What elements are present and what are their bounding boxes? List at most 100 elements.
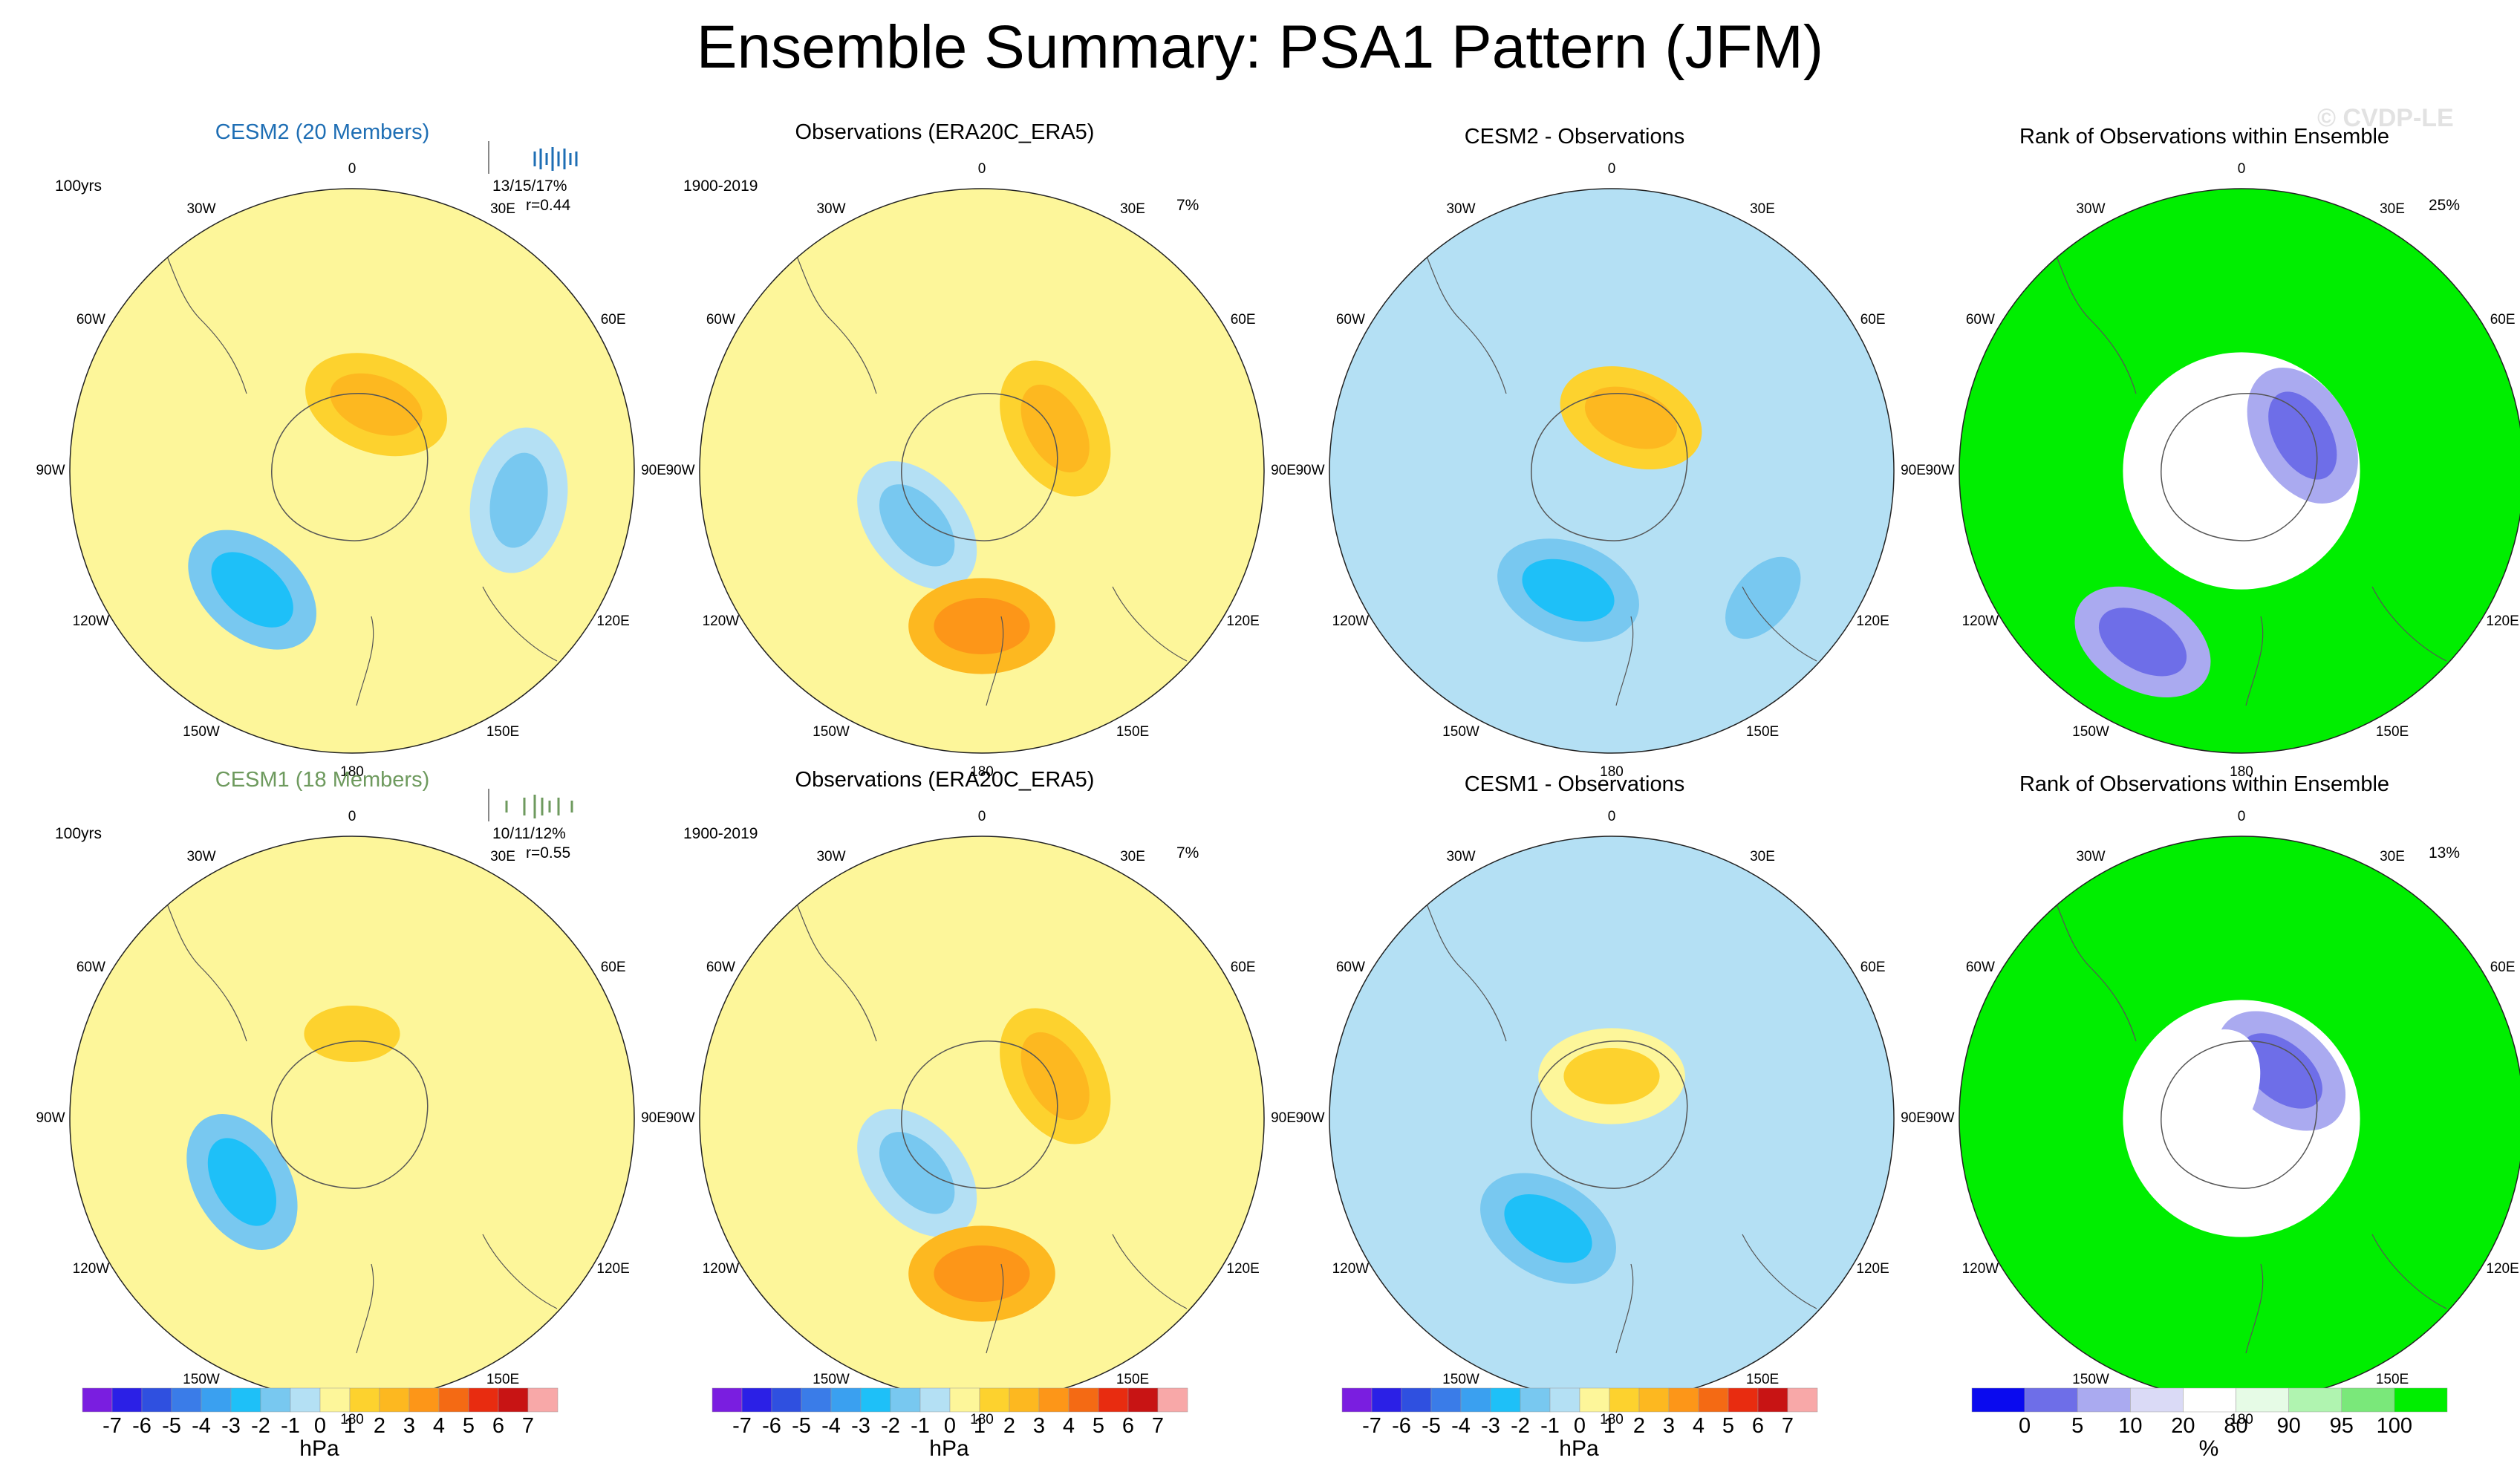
years-label: 100yrs (55, 825, 102, 842)
watermark: © CVDP-LE (2317, 104, 2454, 132)
lon-label: 150W (813, 1371, 850, 1387)
years-label: 1900-2019 (683, 178, 758, 195)
lon-label: 90W (1925, 1110, 1955, 1126)
lon-label: 30E (490, 849, 515, 865)
lon-label: 150E (2375, 723, 2409, 740)
lon-label: 90E (1271, 463, 1296, 478)
colorbar-swatch (1638, 1387, 1670, 1413)
colorbar-swatch (2288, 1387, 2342, 1413)
lon-label: 120W (1332, 1261, 1370, 1277)
colorbar-swatch (2077, 1387, 2131, 1413)
lon-label: 120E (2486, 613, 2519, 629)
pct-rank-label: 13% (2429, 844, 2461, 862)
colorbar-tick: 4 (1062, 1414, 1075, 1438)
panel-title: CESM1 (18 Members) (215, 768, 430, 792)
colorbar-swatch (1157, 1387, 1188, 1413)
lon-label: 120W (72, 613, 110, 629)
lon-label: 90E (1901, 1110, 1926, 1126)
lon-label: 60E (2490, 960, 2516, 975)
colorbar-tick: 3 (1662, 1414, 1676, 1438)
lon-label: 180 (2230, 1412, 2253, 1427)
colorbar-tick: -1 (281, 1414, 300, 1438)
colorbar-swatch (1549, 1387, 1580, 1413)
lon-label: 0 (348, 809, 356, 824)
lon-label: 150W (2072, 723, 2109, 740)
colorbar-swatch (2236, 1387, 2289, 1413)
lon-label: 150W (2072, 1371, 2109, 1387)
antarctica-coast (2161, 393, 2318, 541)
lon-label: 0 (977, 161, 986, 177)
lon-label: 60E (600, 312, 626, 328)
map-border (69, 188, 635, 754)
lon-label: 30E (2380, 201, 2405, 218)
lon-label: 120W (1961, 613, 1999, 629)
lon-label: 120W (702, 1261, 740, 1277)
lon-label: 60W (1965, 312, 1995, 328)
colorbar-tick: 95 (2329, 1414, 2354, 1438)
colorbar-tick: 5 (462, 1414, 475, 1438)
lon-label: 150W (183, 723, 220, 740)
colorbar-tick: 0 (2019, 1414, 2031, 1438)
colorbar-swatch (408, 1387, 440, 1413)
colorbar-swatch (319, 1387, 351, 1413)
panel-title: CESM2 (20 Members) (215, 120, 430, 144)
colorbar-swatch (201, 1387, 232, 1413)
lon-label: 150E (2375, 1371, 2409, 1387)
colorbar-tick: -3 (851, 1414, 870, 1438)
lon-label: 90E (641, 463, 666, 478)
colorbar-swatch (830, 1387, 862, 1413)
feature-core (934, 598, 1030, 654)
colorbar-swatch (1009, 1387, 1040, 1413)
colorbar-swatch (349, 1387, 380, 1413)
lon-label: 90E (1901, 463, 1926, 478)
colorbar-tick: 5 (2071, 1414, 2084, 1438)
colorbar-tick: 0 (313, 1414, 327, 1438)
polar-map (52, 818, 652, 1419)
colorbar-swatch (260, 1387, 291, 1413)
lon-label: 60W (76, 960, 105, 975)
colorbar-units: hPa (929, 1436, 969, 1461)
antarctica-coast (2161, 1041, 2318, 1189)
colorbar-swatch (1971, 1387, 2025, 1413)
panel-title: Rank of Observations within Ensemble (2019, 772, 2390, 796)
colorbar-tick: -4 (192, 1414, 211, 1438)
colorbar-tick: 1 (973, 1414, 986, 1438)
lon-label: 180 (340, 764, 364, 780)
panel-rank-cesm2: Rank of Observations within Ensemble 25%… (1889, 119, 2520, 780)
page-title: Ensemble Summary: PSA1 Pattern (JFM) (696, 13, 1824, 81)
colorbar-swatch (2341, 1387, 2395, 1413)
lon-label: 60E (600, 960, 626, 975)
member-spread-icon (488, 789, 573, 821)
colorbar-swatch (171, 1387, 202, 1413)
lon-label: 120W (702, 613, 740, 629)
lon-label: 30E (1750, 849, 1775, 865)
lon-label: 150W (813, 723, 850, 740)
lon-label: 120E (1856, 1261, 1889, 1277)
colorbar-swatch (801, 1387, 832, 1413)
panel-rank-cesm1: Rank of Observations within Ensemble 13%… (1889, 766, 2520, 1427)
lon-label: 90W (36, 463, 65, 478)
panel-cesm2: CESM2 (20 Members) 100yrs 13/15/17% r=0.… (0, 119, 665, 780)
panel-title: Observations (ERA20C_ERA5) (795, 120, 1095, 144)
lon-label: 180 (1600, 1412, 1624, 1427)
lon-label: 0 (977, 809, 986, 824)
lon-label: 180 (340, 1412, 364, 1427)
colorbar-tick: -6 (1392, 1414, 1411, 1438)
colorbar-tick: 2 (373, 1414, 386, 1438)
colorbar-swatch (1068, 1387, 1099, 1413)
colorbar-tick: -5 (1422, 1414, 1441, 1438)
colorbar-units: hPa (299, 1436, 339, 1461)
lon-label: 150E (1116, 723, 1150, 740)
feature-core (879, 484, 955, 567)
feature-core (1504, 1193, 1592, 1263)
lon-label: 90E (641, 1110, 666, 1126)
lon-label: 30W (816, 201, 846, 218)
colorbar-tick: -1 (911, 1414, 930, 1438)
lon-label: 180 (970, 764, 994, 780)
southern-coasts (356, 1234, 558, 1354)
colorbar-tick: -2 (251, 1414, 270, 1438)
pct-variance-label: 7% (1176, 844, 1199, 862)
colorbar-swatch (1520, 1387, 1551, 1413)
feature-core (304, 1006, 400, 1062)
lon-label: 0 (2237, 161, 2246, 177)
